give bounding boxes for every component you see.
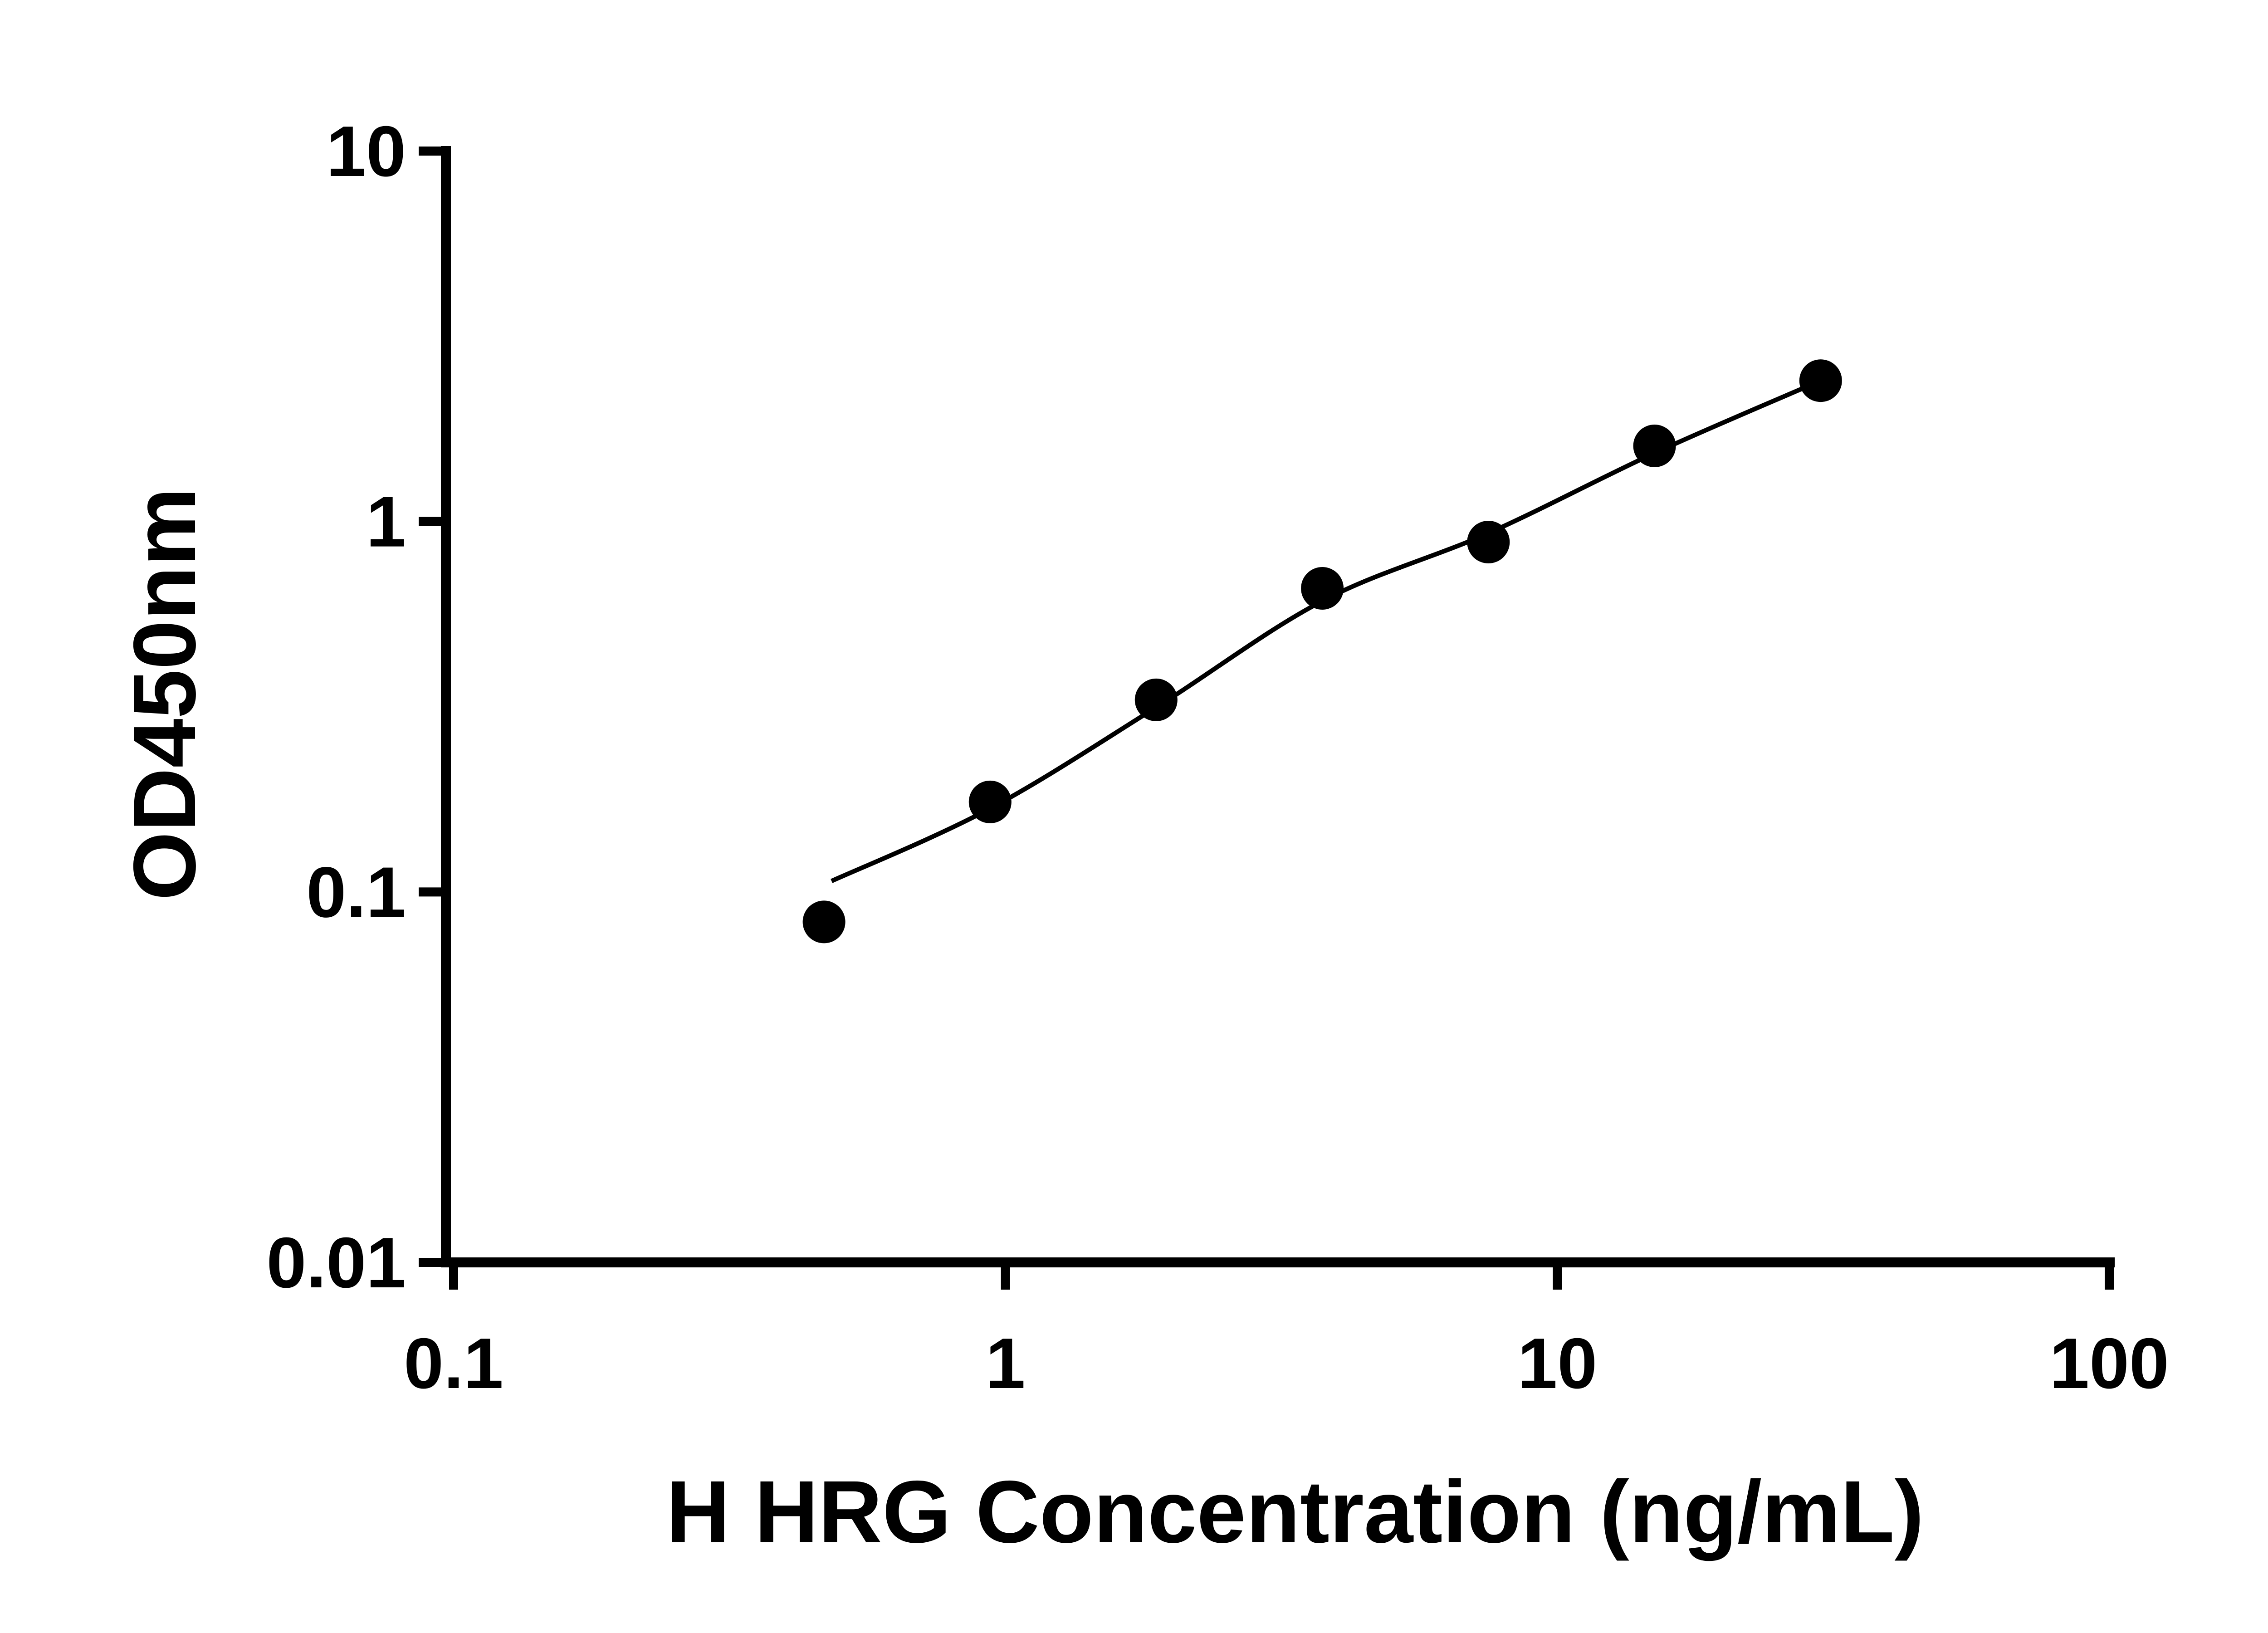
y-tick-label: 0.01 xyxy=(266,1223,406,1303)
x-tick-label: 1 xyxy=(986,1324,1026,1403)
x-tick-label: 10 xyxy=(1517,1324,1597,1403)
x-axis-title: H HRG Concentration (ng/mL) xyxy=(666,1462,1924,1561)
data-point xyxy=(1301,567,1344,610)
y-tick-label: 10 xyxy=(326,112,406,191)
x-tick-label: 0.1 xyxy=(404,1324,503,1403)
y-tick-label: 0.1 xyxy=(306,852,406,932)
data-point xyxy=(1799,359,1842,402)
y-tick-label: 1 xyxy=(366,482,406,562)
data-point xyxy=(1633,425,1676,467)
data-point xyxy=(968,780,1012,823)
y-axis-title: OD450nm xyxy=(115,488,214,900)
plot-area: 0.1 1 10 100 0.01 0.1 1 10 xyxy=(266,112,2169,1403)
x-tick-label: 100 xyxy=(2049,1324,2169,1403)
data-point xyxy=(1134,678,1178,721)
data-point xyxy=(802,900,846,944)
data-point xyxy=(1467,521,1510,563)
